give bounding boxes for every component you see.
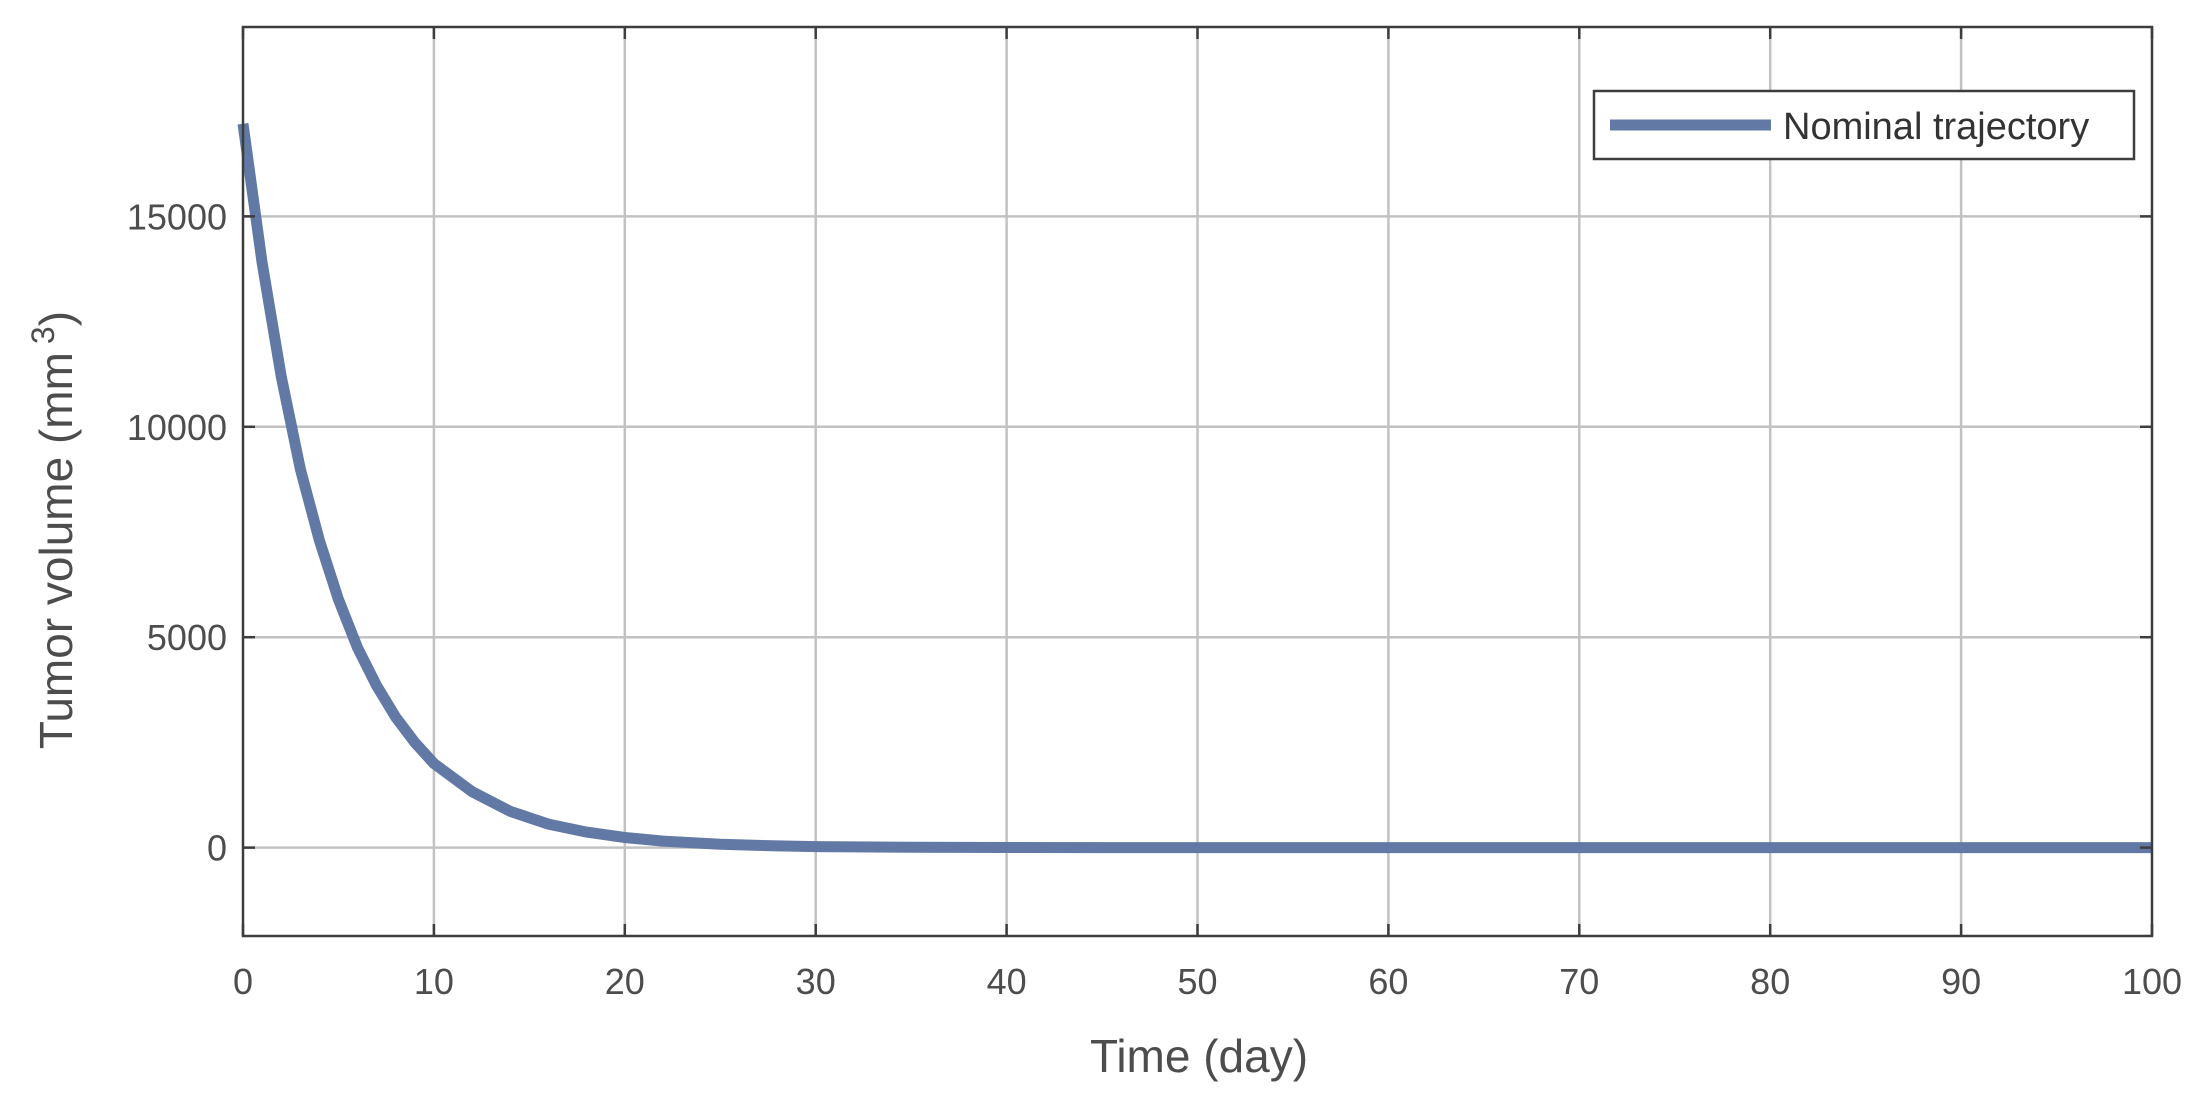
x-tick-label: 60 [1368,961,1408,1002]
y-tick-label: 10000 [127,407,227,448]
tick-marks [241,27,2154,936]
series-line-nominal-trajectory [237,123,2152,854]
x-tick-label: 100 [2122,961,2182,1002]
x-tick-label: 30 [796,961,836,1002]
y-tick-labels: 0 5000 10000 15000 [127,196,227,868]
x-tick-label: 10 [414,961,454,1002]
x-tick-label: 50 [1177,961,1217,1002]
x-tick-label: 80 [1750,961,1790,1002]
x-tick-label: 0 [233,961,253,1002]
y-tick-label: 5000 [147,617,227,658]
y-axis-label: Tumor volume (mm 3) [25,311,82,749]
y-tick-label: 15000 [127,196,227,237]
x-tick-label: 70 [1559,961,1599,1002]
x-tick-labels: 0 10 20 30 40 50 60 70 80 90 100 [233,961,2182,1002]
legend: Nominal trajectory [1592,89,2136,161]
x-tick-label: 90 [1941,961,1981,1002]
grid [243,27,2152,936]
x-tick-label: 20 [605,961,645,1002]
x-axis-label: Time (day) [1090,1030,1308,1082]
y-axis-label-superscript: 3 [25,326,61,344]
y-axis-label-close: ) [30,311,82,326]
y-tick-label: 0 [207,828,227,869]
y-axis-label-main: Tumor volume (mm [30,352,82,749]
legend-label: Nominal trajectory [1783,106,2089,148]
series-layer [237,123,2152,854]
x-tick-label: 40 [987,961,1027,1002]
